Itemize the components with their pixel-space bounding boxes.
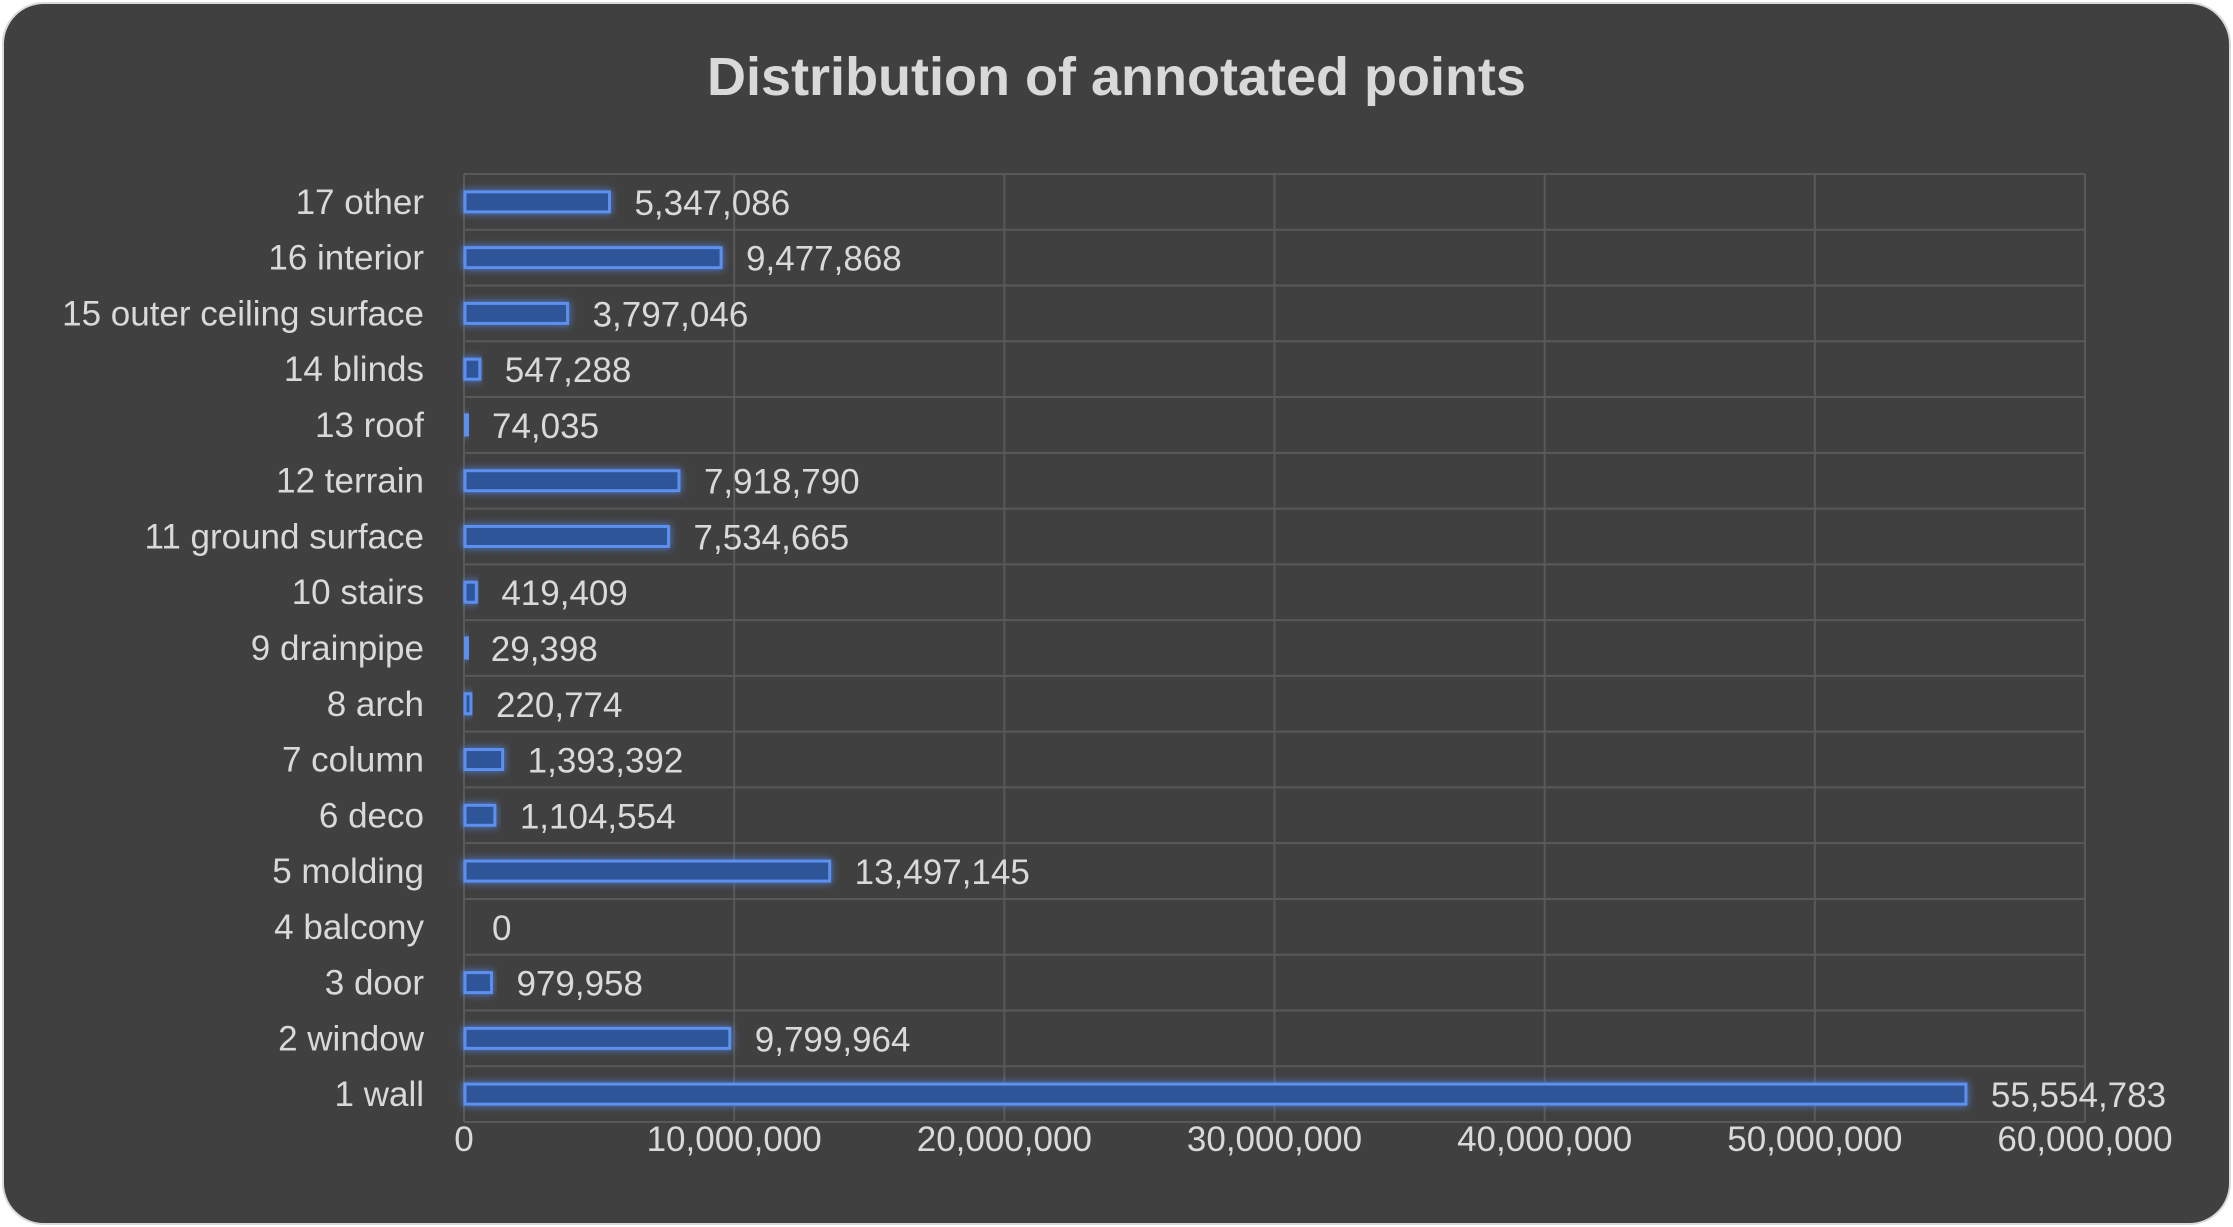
category-label: 10 stairs <box>292 573 424 612</box>
bar <box>463 692 473 716</box>
data-label: 9,799,964 <box>755 1020 911 1059</box>
data-label: 0 <box>492 909 511 948</box>
bar <box>463 748 505 772</box>
bar <box>463 357 482 381</box>
category-label: 14 blinds <box>284 350 424 389</box>
x-tick-label: 60,000,000 <box>1997 1120 2172 1159</box>
data-label: 419,409 <box>501 574 628 613</box>
bars <box>463 190 1968 1106</box>
labels: 0 10,000,000 20,000,000 30,000,000 40,000,00… <box>62 183 2172 1159</box>
category-label: 7 column <box>282 741 424 780</box>
category-label: 15 outer ceiling surface <box>62 294 424 333</box>
data-label: 220,774 <box>496 686 623 725</box>
bar <box>463 301 570 325</box>
data-label: 9,477,868 <box>746 240 902 279</box>
x-tick-label: 30,000,000 <box>1187 1120 1362 1159</box>
bar <box>463 580 478 604</box>
data-label: 29,398 <box>491 630 598 669</box>
category-label: 4 balcony <box>274 908 424 947</box>
bar <box>463 636 470 660</box>
category-label: 3 door <box>325 964 425 1003</box>
bar <box>463 1082 1968 1106</box>
category-label: 1 wall <box>335 1075 424 1114</box>
bar <box>463 1026 732 1050</box>
bar <box>463 524 671 548</box>
data-label: 1,104,554 <box>520 797 676 836</box>
bar-chart-plot: 0 10,000,000 20,000,000 30,000,000 40,000,00… <box>62 173 2173 1159</box>
data-label: 547,288 <box>505 351 632 390</box>
data-label: 7,918,790 <box>704 463 860 502</box>
x-tick-label: 40,000,000 <box>1457 1120 1632 1159</box>
category-label: 6 deco <box>319 796 424 835</box>
x-tick-label: 10,000,000 <box>647 1120 822 1159</box>
x-tick-label: 0 <box>454 1120 473 1159</box>
gridlines <box>463 173 2086 1123</box>
category-label: 12 terrain <box>276 462 424 501</box>
category-label: 17 other <box>296 183 425 222</box>
bar <box>463 246 723 270</box>
bar <box>463 859 832 883</box>
category-label: 16 interior <box>268 239 424 278</box>
category-label: 11 ground surface <box>144 517 424 556</box>
category-label: 5 molding <box>272 852 424 891</box>
category-label: 9 drainpipe <box>251 629 424 668</box>
category-label: 2 window <box>278 1019 425 1058</box>
bar <box>463 971 493 995</box>
data-label: 3,797,046 <box>593 295 749 334</box>
bar <box>463 190 611 214</box>
data-label: 13,497,145 <box>855 853 1030 892</box>
category-label: 13 roof <box>315 406 424 445</box>
data-label: 979,958 <box>516 965 643 1004</box>
data-label: 55,554,783 <box>1991 1076 2166 1115</box>
data-label: 1,393,392 <box>528 742 684 781</box>
category-label: 8 arch <box>327 685 424 724</box>
x-tick-label: 50,000,000 <box>1727 1120 1902 1159</box>
data-label: 7,534,665 <box>694 518 850 557</box>
bar <box>463 413 470 437</box>
bar <box>463 803 497 827</box>
data-label: 74,035 <box>492 407 599 446</box>
data-label: 5,347,086 <box>634 184 790 223</box>
bar <box>463 469 681 493</box>
chart-title: Distribution of annotated points <box>707 47 1526 107</box>
x-tick-label: 20,000,000 <box>917 1120 1092 1159</box>
